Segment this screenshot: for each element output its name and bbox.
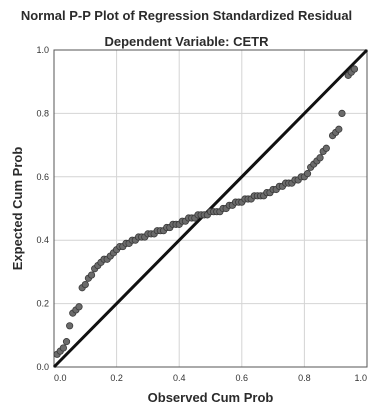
data-point (75, 303, 83, 311)
data-point (87, 271, 96, 279)
data-point (338, 109, 346, 118)
chart-subtitle: Dependent Variable: CETR (104, 34, 269, 49)
y-tick-label: 0.2 (36, 299, 49, 309)
data-point (59, 344, 67, 352)
data-point (81, 280, 89, 289)
y-tick-label: 0.4 (36, 235, 49, 245)
data-point (66, 322, 74, 330)
x-tick-label: 0.0 (54, 373, 67, 383)
data-point (335, 125, 343, 133)
x-tick-label: 0.6 (236, 373, 249, 383)
data-point (62, 338, 71, 346)
y-tick-label: 0.0 (36, 362, 49, 372)
chart-title: Normal P-P Plot of Regression Standardiz… (20, 8, 353, 23)
data-points (53, 65, 359, 358)
x-tick-label: 1.0 (354, 373, 367, 383)
x-tick-label: 0.4 (173, 373, 186, 383)
x-axis-label: Observed Cum Prob (148, 390, 274, 405)
x-tick-label: 0.2 (110, 373, 123, 383)
data-point (316, 154, 324, 162)
y-tick-label: 1.0 (36, 45, 49, 55)
tick-labels: 0.0 0.2 0.4 0.6 0.8 1.0 0.0 0.2 0.4 0.6 0.8 1.0 (36, 45, 367, 383)
grid-lines (54, 50, 367, 367)
y-tick-label: 0.8 (36, 108, 49, 118)
data-point (303, 170, 312, 178)
y-axis-label: Expected Cum Prob (10, 147, 25, 271)
x-tick-label: 0.8 (298, 373, 311, 383)
data-point (350, 65, 359, 73)
y-tick-label: 0.6 (36, 172, 49, 182)
plot-frame (53, 49, 368, 368)
data-point (322, 144, 330, 152)
